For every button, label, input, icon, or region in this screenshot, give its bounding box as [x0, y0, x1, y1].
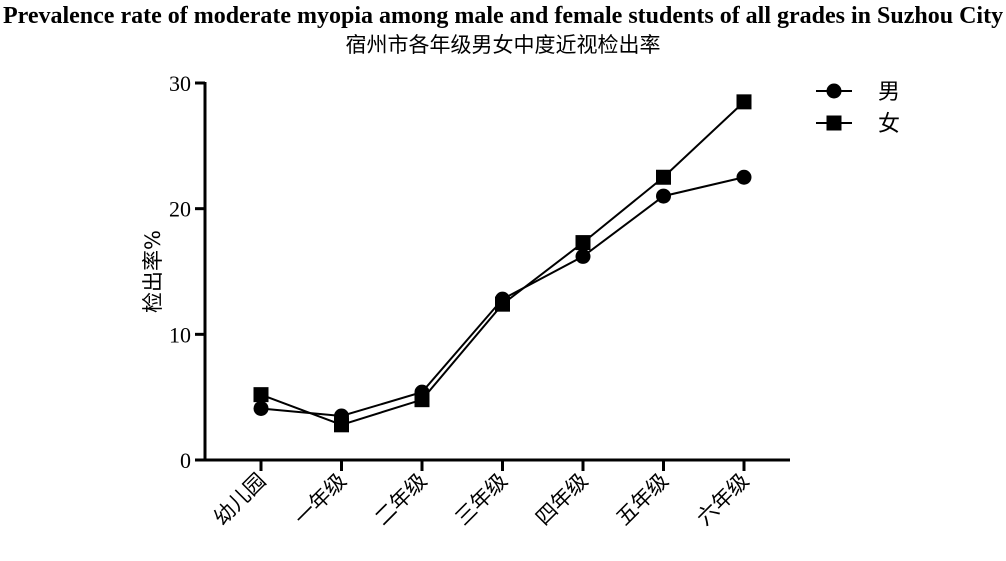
legend-item: 男 — [816, 80, 900, 105]
square-point — [656, 169, 671, 185]
series-line — [260, 101, 745, 426]
circle-point — [656, 188, 671, 204]
y-tick-label: 0 — [180, 448, 191, 473]
circle-point — [575, 248, 591, 264]
square-point — [414, 392, 430, 408]
x-tick-label: 二年级 — [370, 469, 432, 531]
square-point — [253, 387, 269, 403]
y-ticks: 0 10 20 30 — [169, 71, 205, 473]
series-2 — [253, 94, 752, 433]
x-tick-label: 幼儿园 — [209, 469, 271, 531]
circle-point — [253, 400, 269, 416]
legend-square-marker — [826, 115, 842, 131]
y-axis-label: 检出率% — [141, 230, 165, 313]
x-tick-label: 五年级 — [612, 469, 674, 531]
axes — [203, 82, 790, 462]
x-tick-label: 三年级 — [451, 469, 513, 531]
legend-circle-marker — [826, 83, 842, 99]
square-point — [575, 235, 591, 251]
square-point — [495, 296, 510, 312]
x-tick-label: 一年级 — [290, 469, 352, 531]
legend: 男女 — [816, 80, 900, 137]
plot-area — [253, 94, 752, 433]
legend-label: 女 — [878, 112, 900, 137]
y-tick-label: 10 — [169, 322, 191, 347]
legend-item: 女 — [816, 112, 900, 137]
y-tick-label: 30 — [169, 71, 191, 96]
chart-subtitle: 宿州市各年级男女中度近视检出率 — [345, 33, 661, 57]
x-ticks: 幼儿园 一年级 二年级 三年级 四年级 五年级 六年级 — [209, 460, 754, 530]
x-tick-label: 六年级 — [692, 469, 754, 531]
square-point — [736, 94, 752, 110]
legend-label: 男 — [878, 80, 900, 105]
series-1 — [253, 169, 752, 424]
x-tick-label: 四年级 — [531, 469, 593, 531]
circle-point — [736, 169, 752, 185]
square-point — [334, 417, 349, 433]
chart-title: Prevalence rate of moderate myopia among… — [2, 3, 1004, 29]
y-tick-label: 20 — [169, 197, 191, 222]
